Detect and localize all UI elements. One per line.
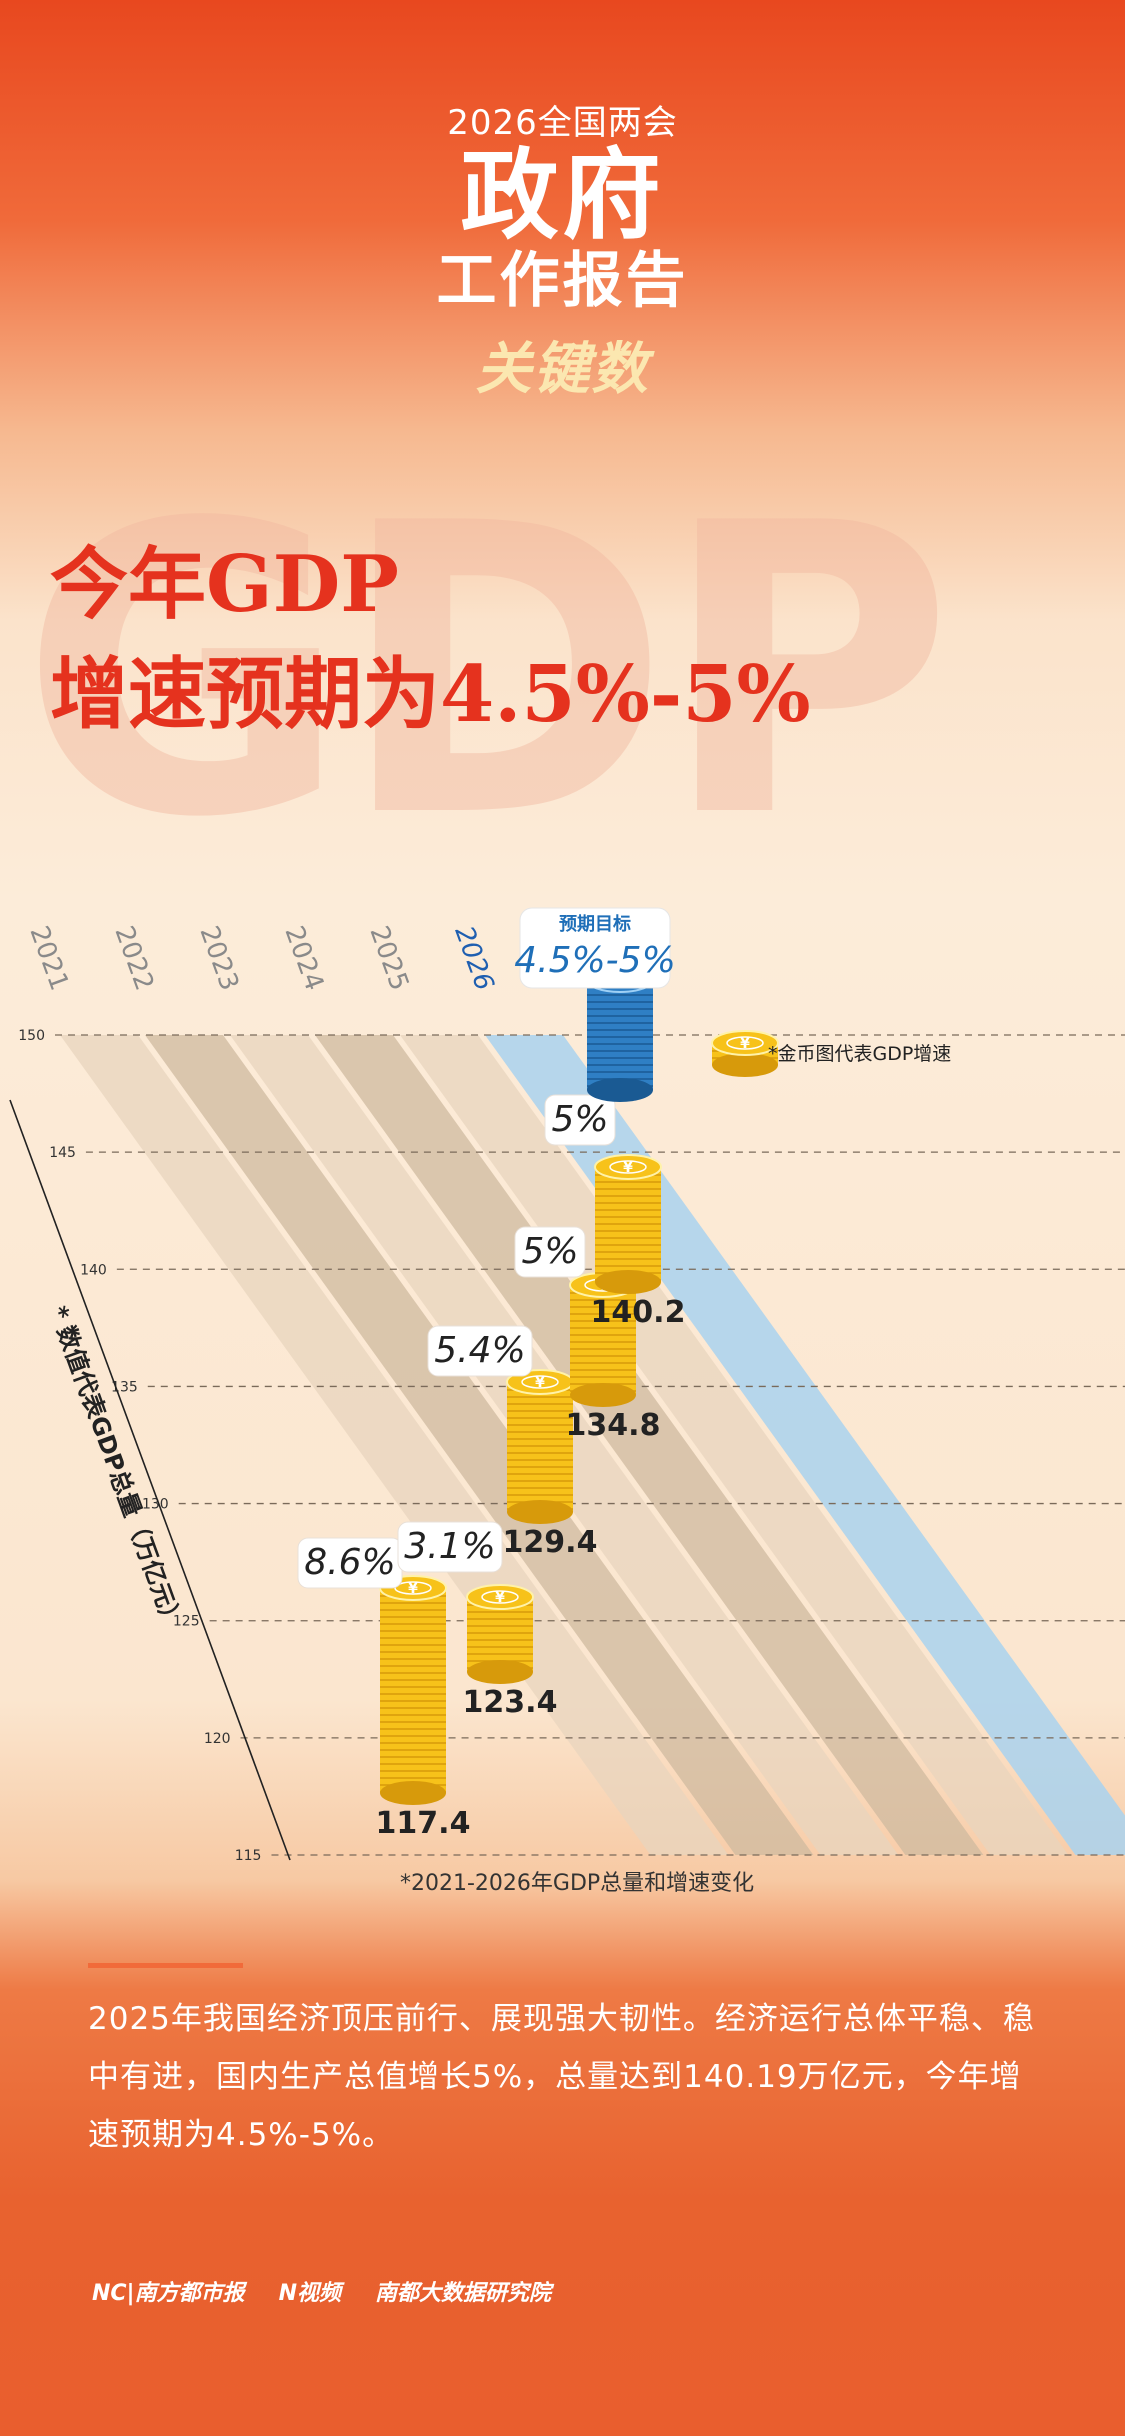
report-header: 2026全国两会 政府 工作报告 关键数 <box>0 95 1125 405</box>
title-line-1: 政府 <box>460 139 665 253</box>
summary-paragraph: 2025年我国经济顶压前行、展现强大韧性。经济运行总体平稳、稳中有进，国内生产总… <box>88 2001 1035 2153</box>
coin-stack-2022-bottom <box>467 1660 533 1684</box>
coin-stack-2021-bottom <box>380 1781 446 1805</box>
coin-stack-2025-top <box>594 1154 662 1180</box>
coin-stack-2023: ¥ <box>506 1369 574 1524</box>
coin-stack-2023-bottom <box>507 1500 573 1524</box>
value-label-2023: 129.4 <box>503 1525 598 1560</box>
logo-data-institute: 南都大数据研究院 <box>375 2281 552 2306</box>
headline: 今年GDP 增速预期为4.5%-5% <box>50 530 811 750</box>
growth-label-2024: 5% <box>521 1231 578 1272</box>
legend-coin-icon-bottom <box>712 1053 778 1077</box>
subtitle-key-numbers: 关键数 <box>475 336 650 402</box>
value-label-2024: 134.8 <box>566 1408 661 1443</box>
growth-label-2025-box <box>544 1094 616 1146</box>
year-label-2026: 2026 <box>448 922 499 994</box>
y-axis-line <box>9 1099 291 1861</box>
coin-stack-2022-emblem <box>481 1590 519 1604</box>
lane-2024 <box>315 1035 984 1855</box>
y-tick-label: 145 <box>49 1145 76 1161</box>
year-label-2022: 2022 <box>108 922 159 994</box>
accent-bar <box>88 1963 243 1968</box>
growth-label-2021: 8.6% <box>304 1542 395 1583</box>
growth-label-2023: 5.4% <box>434 1330 525 1371</box>
coin-stack-2021-body <box>380 1588 446 1793</box>
growth-label-2022-box <box>397 1521 503 1573</box>
y-tick-label: 150 <box>18 1028 45 1044</box>
y-tick-label: 130 <box>142 1497 169 1513</box>
chart-caption: *2021-2026年GDP总量和增速变化 <box>400 1871 754 1896</box>
y-tick-label: 140 <box>80 1262 107 1278</box>
year-label-2021: 2021 <box>23 922 74 994</box>
year-label-2024: 2024 <box>278 922 329 994</box>
y-tick-label: 115 <box>235 1848 262 1864</box>
target-title: 预期目标 <box>559 913 631 935</box>
background-gdp-text: GDP <box>20 440 954 905</box>
growth-label-2025: 5% <box>551 1099 608 1140</box>
growth-label-2022: 3.1% <box>404 1526 495 1567</box>
y-tick-label: 120 <box>204 1731 231 1747</box>
coin-stack-2025-yen: ¥ <box>623 1160 633 1176</box>
coin-stack-2022: ¥ <box>466 1584 534 1684</box>
value-label-2025: 140.2 <box>591 1295 686 1330</box>
legend-coin-icon-top <box>711 1030 779 1056</box>
legend-coin-icon: ¥ <box>711 1030 779 1077</box>
year-label-2025: 2025 <box>363 922 414 994</box>
value-label-2021: 117.4 <box>376 1806 471 1841</box>
year-label-2023: 2023 <box>193 922 244 994</box>
coin-stack-2025: ¥ <box>594 1154 662 1294</box>
headline-line-2: 增速预期为4.5%-5% <box>50 649 811 740</box>
headline-line-1: 今年GDP <box>50 539 399 630</box>
legend-coin-icon-emblem <box>726 1036 764 1050</box>
coin-stack-2025-emblem <box>609 1160 647 1174</box>
coin-stack-2023-body <box>507 1382 573 1512</box>
coin-stack-2022-yen: ¥ <box>495 1590 505 1606</box>
footer-logos: NC|南方都市报 N视频 南都大数据研究院 <box>92 2275 551 2307</box>
lane-2022 <box>145 1035 814 1855</box>
coin-stack-2026-body <box>587 980 653 1090</box>
target-box <box>519 907 671 989</box>
coin-stack-2023-emblem <box>521 1375 559 1389</box>
growth-label-2023-box <box>427 1325 533 1377</box>
coin-stack-2025-bottom <box>595 1270 661 1294</box>
legend-coin-icon-yen: ¥ <box>740 1036 750 1052</box>
coin-stack-2023-yen: ¥ <box>535 1375 545 1391</box>
coin-stack-2024-bottom <box>570 1383 636 1407</box>
y-tick-label: 125 <box>173 1614 200 1630</box>
title-line-2: 工作报告 <box>436 246 689 316</box>
logo-n-video: N视频 <box>278 2281 342 2306</box>
coin-stack-2021-yen: ¥ <box>408 1581 418 1597</box>
y-axis-label: * 数值代表GDP总量（万亿元） <box>44 1302 187 1633</box>
value-label-2022: 123.4 <box>463 1685 558 1720</box>
event-title: 2026全国两会 <box>447 103 678 143</box>
legend-label: *金币图代表GDP增速 <box>768 1043 951 1065</box>
coin-stack-2022-top <box>466 1584 534 1610</box>
growth-label-2024-box <box>514 1226 586 1278</box>
lane-2021 <box>60 1035 729 1855</box>
coin-stack-2021: ¥ <box>379 1575 447 1805</box>
logo-nandu: NC|南方都市报 <box>92 2281 245 2306</box>
target-growth-label: 4.5%-5% <box>514 940 676 981</box>
coin-stack-2026-bottom <box>587 1078 653 1102</box>
